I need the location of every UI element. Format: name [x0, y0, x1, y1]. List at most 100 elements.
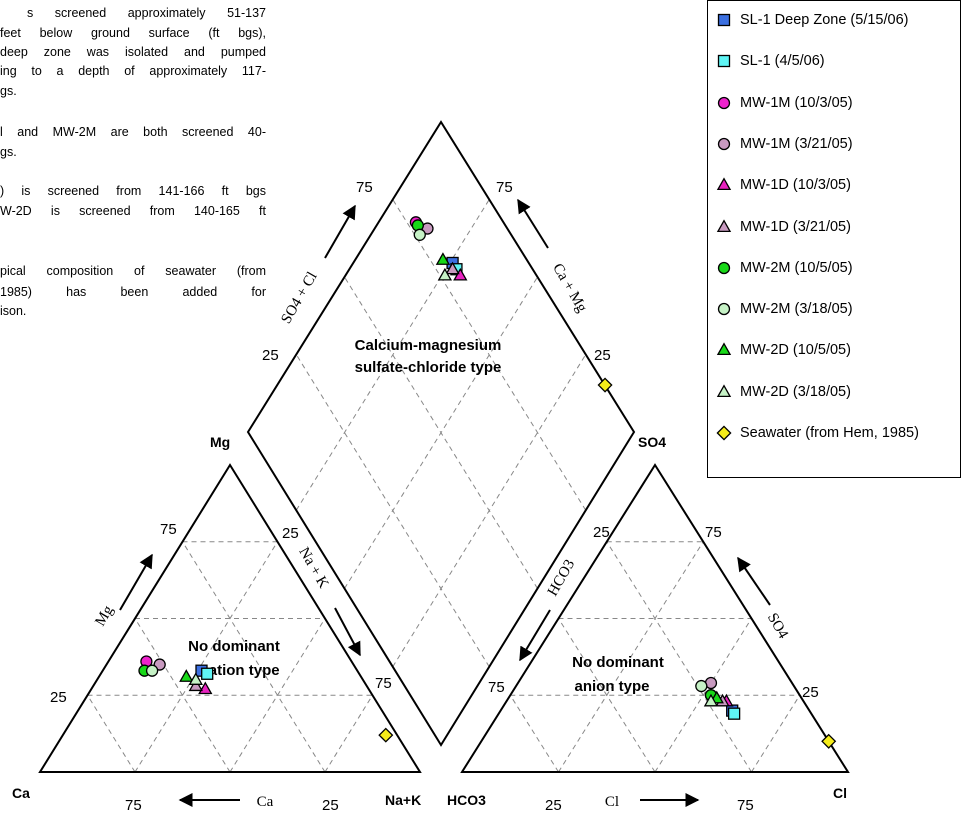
legend-label: MW-1D (10/3/05)	[740, 177, 851, 194]
legend-label: MW-2D (10/5/05)	[740, 342, 851, 359]
point-anion-7	[695, 679, 708, 693]
note-line: ing to a depth of approximately 117-	[0, 64, 266, 78]
corner-label-mg: Mg	[210, 434, 230, 450]
legend-label: MW-2M (3/18/05)	[740, 301, 853, 318]
note-line: ison.	[0, 304, 27, 318]
note-line: W-2D is screened from 140-165 ft	[0, 204, 266, 218]
tick-label-10: 25	[545, 797, 562, 814]
cation-triangle	[38, 463, 422, 773]
point-diamond-9	[437, 267, 453, 281]
diamond-grid-a-2	[295, 199, 490, 511]
point-diamond-7	[413, 228, 426, 241]
region-label-cation-2: cation type	[200, 662, 279, 679]
legend-symbol	[717, 55, 731, 68]
tick-label-0: 25	[50, 689, 67, 706]
note-line: 1985) has been added for	[0, 285, 266, 299]
arrow-label-hco3: HCO3	[545, 557, 578, 599]
point-diamond-4	[453, 267, 468, 281]
diamond-grid-b-1	[344, 276, 538, 589]
legend-label: MW-1M (10/3/05)	[740, 94, 853, 111]
legend-marker-6	[717, 261, 731, 274]
anion-grid-b-0	[751, 694, 801, 773]
legend-marker-8	[716, 342, 732, 356]
legend-label: MW-2D (3/18/05)	[740, 383, 851, 400]
arrow-label-nak: Na + K	[295, 545, 331, 591]
anion-grid-a-0	[509, 694, 559, 773]
arrow-label-cl: Cl	[605, 794, 619, 810]
legend-label: MW-2M (10/5/05)	[740, 259, 853, 276]
arrow-mg	[119, 553, 153, 611]
legend-item: MW-1D (3/21/05)	[714, 216, 851, 238]
legend-marker-1	[717, 55, 731, 68]
tick-label-15: 25	[594, 347, 611, 364]
legend-symbol	[717, 302, 731, 316]
point-anion-9	[703, 693, 719, 707]
legend-symbol	[717, 137, 731, 151]
arrow-so4	[737, 556, 771, 606]
tick-label-11: 75	[737, 797, 754, 814]
arrow-label-so4cl: SO4 + Cl	[278, 269, 320, 326]
legend-label: SL-1 Deep Zone (5/15/06)	[740, 12, 909, 28]
note-line: pical composition of seawater (from	[0, 264, 266, 278]
legend-marker-4	[716, 177, 732, 191]
legend-symbol	[716, 177, 732, 191]
point-diamond-10	[597, 377, 613, 393]
legend-item: MW-2M (10/5/05)	[714, 257, 853, 279]
point-anion-1	[727, 707, 741, 720]
corner-label-so4: SO4	[638, 434, 666, 450]
tick-label-7: 25	[593, 524, 610, 541]
note-line: ) is screened from 141-166 ft bgs	[0, 184, 266, 198]
legend-marker-10	[716, 425, 732, 441]
legend-marker-7	[717, 302, 731, 316]
region-label-diamond-1: Calcium-magnesium	[355, 337, 502, 354]
legend-item: MW-2M (3/18/05)	[714, 298, 853, 320]
legend-marker-2	[717, 96, 731, 109]
legend-label: Seawater (from Hem, 1985)	[740, 425, 919, 441]
point-anion-10	[821, 733, 837, 749]
explanatory-notes: s screened approximately 51-137 feet belo…	[0, 0, 300, 340]
corner-label-hco3: HCO3	[447, 792, 486, 808]
point-cation-9	[188, 672, 203, 685]
legend-marker-5	[716, 218, 732, 232]
legend-marker-9	[716, 384, 732, 397]
arrow-camg	[517, 198, 549, 249]
legend-item: SL-1 (4/5/06)	[714, 50, 825, 72]
tick-label-5: 25	[322, 797, 339, 814]
arrow-so4cl	[324, 204, 356, 259]
tick-label-1: 75	[160, 521, 177, 538]
tick-label-12: 75	[356, 179, 373, 196]
legend-item: MW-2D (3/18/05)	[714, 381, 851, 403]
note-line: deep zone was isolated and pumped	[0, 45, 266, 59]
legend-item: MW-2D (10/5/05)	[714, 339, 851, 361]
arrow-label-so4: SO4	[764, 610, 791, 642]
legend-symbol	[716, 342, 732, 356]
point-diamond-5	[445, 261, 460, 275]
anion-triangle	[460, 463, 850, 773]
legend-item: MW-1M (10/3/05)	[714, 92, 853, 114]
tick-label-3: 75	[375, 675, 392, 692]
point-cation-5	[188, 678, 203, 692]
region-label-anion-2: anion type	[574, 678, 649, 695]
note-line: l and MW-2M are both screened 40-	[0, 125, 266, 139]
point-cation-7	[145, 664, 159, 677]
legend-symbol	[716, 384, 732, 397]
note-line: gs.	[0, 145, 17, 159]
tick-label-14: 25	[262, 347, 279, 364]
region-label-cation-1: No dominant	[188, 638, 280, 655]
cation-grid-a-2	[134, 541, 278, 773]
arrow-label-ca: Ca	[257, 794, 274, 810]
legend-label: SL-1 (4/5/06)	[740, 53, 825, 70]
legend-marker-0	[717, 13, 731, 27]
region-label-anion-1: No dominant	[572, 654, 664, 671]
legend-symbol	[717, 96, 731, 109]
tick-label-6: 75	[488, 679, 505, 696]
note-line: gs.	[0, 84, 17, 98]
cation-grid-b-0	[87, 694, 136, 773]
cation-grid-b-2	[182, 541, 326, 773]
legend-item: Seawater (from Hem, 1985)	[714, 422, 919, 444]
anion-grid-a-2	[606, 541, 752, 773]
point-cation-1	[201, 667, 214, 680]
anion-grid-b-2	[558, 541, 704, 773]
point-cation-10	[378, 727, 394, 743]
